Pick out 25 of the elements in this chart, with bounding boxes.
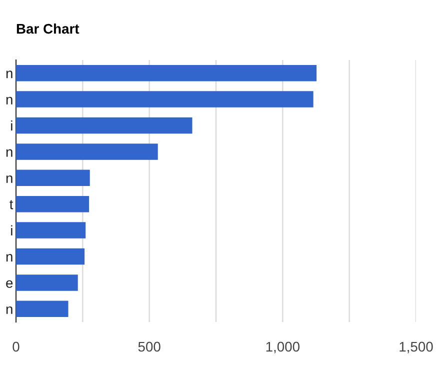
bar (16, 170, 90, 186)
y-tick-label: t (10, 200, 14, 210)
y-tick-label: n (6, 306, 12, 314)
bar (16, 64, 317, 82)
chart-title: Bar Chart (16, 24, 80, 34)
bar (16, 222, 86, 238)
bar (16, 274, 78, 291)
y-tick-label: n (6, 149, 12, 157)
bar (16, 196, 90, 212)
y-tick-label: n (6, 175, 12, 183)
x-tick-label: 1,500 (400, 342, 433, 354)
bar (16, 117, 192, 134)
y-tick-label: n (6, 254, 12, 262)
x-tick-label: 0 (12, 342, 20, 352)
x-tick-label: 1,000 (266, 342, 300, 354)
y-tick-label: i (11, 225, 12, 236)
y-tick-label: e (6, 280, 13, 288)
bar (16, 300, 68, 318)
y-tick-label: n (6, 70, 12, 78)
bar (16, 144, 158, 160)
bar (16, 248, 85, 265)
y-tick-label: n (6, 96, 12, 104)
y-tick-label: i (11, 120, 12, 131)
x-tick-label: 500 (138, 342, 160, 352)
bar (16, 91, 314, 108)
